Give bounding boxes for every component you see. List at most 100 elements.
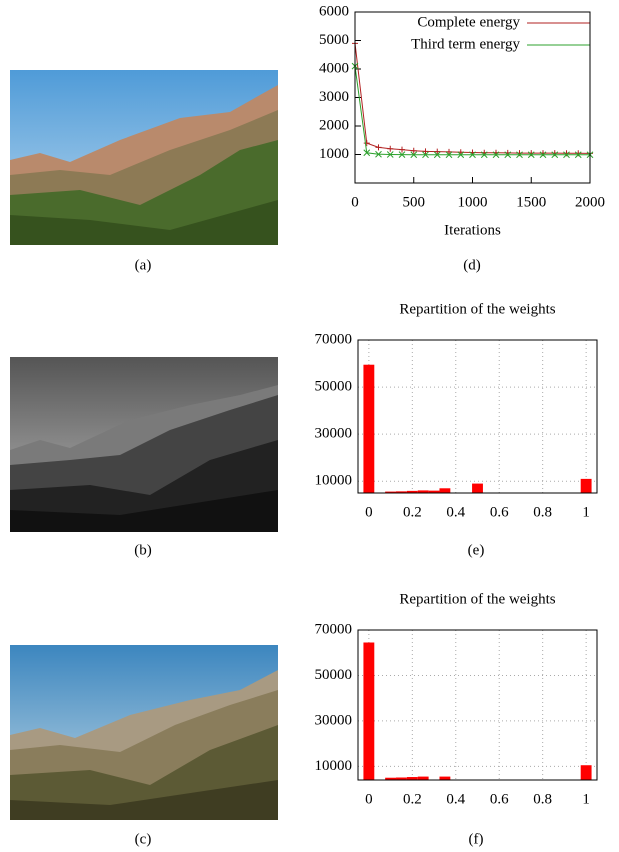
legend-label: Complete energy	[417, 14, 520, 30]
point-marker	[445, 151, 453, 159]
point-marker	[422, 151, 429, 159]
bar	[516, 493, 527, 505]
y-tick-label: 50000	[315, 667, 353, 683]
plot-frame	[357, 339, 598, 494]
chart-title: Repartition of the weights	[399, 301, 555, 317]
point-marker	[446, 148, 452, 155]
point-marker	[457, 151, 465, 159]
point-marker	[387, 145, 394, 152]
bar	[559, 493, 570, 505]
x-tick-label: 0	[365, 791, 373, 807]
caption: (f)	[469, 831, 484, 847]
bar	[548, 780, 559, 789]
x-tick-label: 0	[365, 504, 373, 520]
point-marker	[469, 151, 476, 159]
point-marker	[492, 151, 500, 159]
x-tick-label: 0.6	[490, 504, 509, 520]
bar	[548, 493, 559, 505]
bar	[580, 765, 592, 780]
point-marker	[551, 151, 559, 159]
x-tick-label: 0.4	[446, 791, 465, 807]
bar	[374, 780, 385, 789]
photo-c	[10, 645, 278, 820]
x-tick-label: 1	[582, 504, 590, 520]
y-tick-label: 10000	[315, 473, 353, 489]
point-marker	[375, 144, 382, 151]
bar	[526, 493, 537, 505]
bar	[526, 780, 537, 789]
bar	[428, 490, 440, 493]
bar	[483, 780, 494, 789]
series-line	[354, 66, 590, 156]
bar	[406, 490, 418, 493]
bar	[363, 642, 375, 780]
point-marker	[398, 151, 406, 158]
x-tick-label: 0.4	[446, 504, 465, 520]
bar	[494, 493, 505, 505]
point-marker	[563, 151, 570, 159]
point-marker	[433, 151, 441, 159]
y-tick-label: 6000	[319, 3, 349, 19]
bar	[417, 490, 429, 493]
point-marker	[375, 150, 382, 158]
y-tick-label: 10000	[315, 758, 353, 774]
point-marker	[480, 151, 488, 159]
bar	[406, 777, 418, 780]
x-tick-label: 1500	[516, 194, 546, 210]
bar	[537, 493, 548, 505]
point-marker	[363, 140, 370, 147]
point-marker	[574, 151, 582, 159]
x-tick-label: 0.8	[533, 791, 552, 807]
legend-label: Third term energy	[411, 36, 520, 52]
y-tick-label: 5000	[319, 32, 349, 48]
bar	[439, 776, 451, 780]
x-tick-label: 0.2	[403, 504, 422, 520]
caption: (e)	[468, 542, 485, 558]
bar	[537, 780, 548, 789]
bar	[450, 780, 461, 789]
point-marker	[516, 151, 523, 159]
photo-b	[10, 357, 278, 532]
bar	[570, 493, 581, 505]
x-tick-label: 0.6	[490, 791, 509, 807]
x-axis-label: Iterations	[444, 222, 501, 238]
point-marker	[410, 151, 418, 159]
y-tick-label: 2000	[319, 117, 349, 133]
caption: (b)	[134, 542, 152, 558]
x-tick-label: 2000	[575, 194, 605, 210]
chart-title: Repartition of the weights	[399, 591, 555, 607]
y-tick-label: 70000	[315, 621, 353, 637]
bar	[396, 491, 407, 493]
bar	[505, 780, 516, 789]
bar	[450, 493, 461, 505]
point-marker	[422, 148, 429, 155]
bar	[472, 780, 483, 789]
y-tick-label: 50000	[315, 379, 353, 395]
bar	[570, 780, 581, 789]
bar	[374, 493, 385, 505]
bar	[363, 364, 375, 493]
caption: (c)	[135, 831, 152, 847]
bar	[580, 478, 592, 493]
photo-a	[10, 70, 278, 245]
y-tick-label: 3000	[319, 89, 349, 105]
point-marker	[386, 151, 394, 158]
point-marker	[527, 151, 535, 159]
bar	[429, 780, 440, 789]
x-tick-label: 0	[351, 194, 359, 210]
point-marker	[399, 146, 405, 153]
bar	[494, 780, 505, 789]
point-marker	[410, 147, 417, 154]
bar	[505, 493, 516, 505]
bar	[516, 780, 527, 789]
caption: (a)	[135, 257, 152, 273]
x-tick-label: 500	[403, 194, 426, 210]
plot-frame	[354, 11, 591, 184]
x-tick-label: 1	[582, 791, 590, 807]
y-tick-label: 30000	[315, 712, 353, 728]
bar	[396, 777, 407, 780]
bar	[483, 493, 494, 505]
bar	[461, 780, 472, 789]
plot-frame	[357, 629, 598, 781]
